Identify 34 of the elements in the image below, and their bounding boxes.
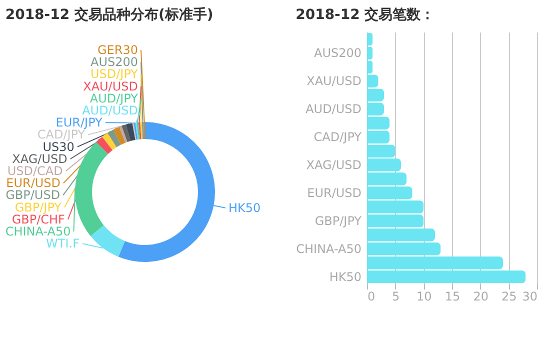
slice-label: EUR/USD — [6, 176, 61, 190]
y-tick-label: XAG/USD — [306, 158, 362, 172]
slice-label: USD/JPY — [90, 67, 139, 82]
y-tick-label: CAD/JPY — [314, 130, 362, 144]
x-tick-label: 25 — [502, 290, 517, 304]
x-tick-label: 5 — [392, 290, 400, 304]
slice-label: US30 — [42, 140, 74, 154]
y-tick-label: HK50 — [329, 270, 362, 284]
x-tick-label: 15 — [444, 290, 460, 304]
slice-label: GBP/JPY — [14, 200, 62, 214]
slice-label: AUD/USD — [82, 104, 138, 118]
y-tick-label: GBP/JPY — [314, 214, 362, 228]
slice-label: GER30 — [98, 43, 138, 57]
x-tick-label: 20 — [473, 290, 488, 304]
y-tick-label: EUR/USD — [307, 186, 362, 200]
slice-label: XAG/USD — [12, 152, 68, 166]
slice-label: EUR/JPY — [56, 116, 104, 130]
slice-label: WTI.F — [46, 236, 80, 251]
slice-label: AUS200 — [90, 55, 138, 70]
slice-label: GBP/USD — [6, 188, 60, 202]
chart-title: 2018-12 交易笔数： — [296, 6, 435, 23]
slice-label: CHINA-A50 — [5, 224, 71, 238]
y-tick-label: XAU/USD — [306, 74, 362, 88]
x-tick-label: 10 — [416, 290, 432, 304]
chart-title: 2018-12 交易品种分布(标准手) — [5, 6, 214, 23]
x-tick-label: 0 — [368, 290, 376, 304]
slice-label: USD/CAD — [7, 164, 63, 178]
slice-label: HK50 — [228, 200, 261, 215]
y-tick-label: AUD/USD — [306, 102, 362, 116]
y-tick-label: CHINA-A50 — [296, 242, 362, 256]
slice-label: AUD/JPY — [90, 91, 139, 106]
slice-label: XAU/USD — [83, 79, 138, 94]
x-tick-label: 30 — [522, 290, 538, 304]
y-tick-label: AUS200 — [314, 46, 362, 60]
